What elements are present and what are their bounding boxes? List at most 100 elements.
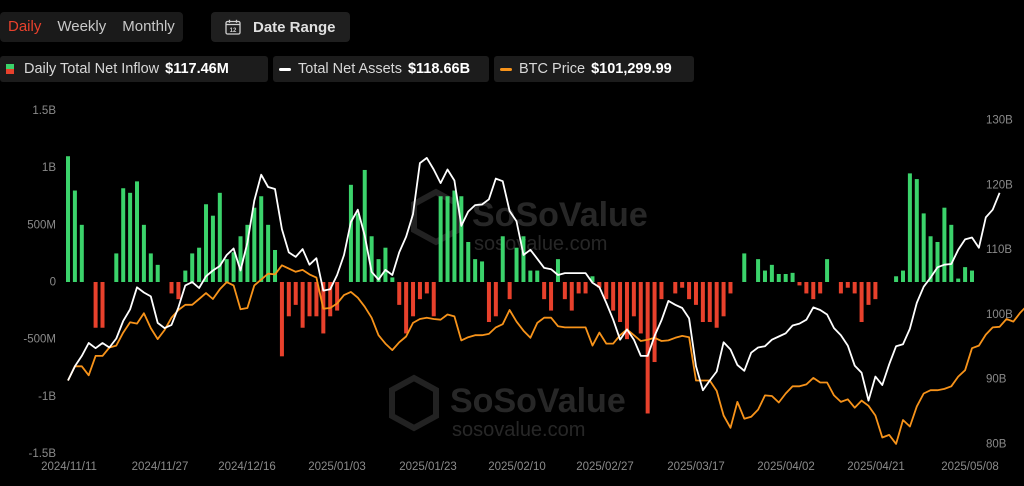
inflow-bar bbox=[424, 282, 429, 294]
inflow-bar bbox=[259, 196, 264, 282]
y-left-tick-label: 0 bbox=[50, 277, 56, 289]
y-right-tick-label: 130B bbox=[986, 115, 1013, 127]
inflow-bar bbox=[900, 270, 905, 282]
date-range-button[interactable]: 12 Date Range bbox=[211, 12, 350, 42]
inflow-bar bbox=[914, 179, 919, 282]
tab-weekly[interactable]: Weekly bbox=[57, 18, 107, 35]
inflow-bar bbox=[438, 196, 443, 282]
inflow-bar bbox=[652, 282, 657, 363]
total-net-assets-line bbox=[67, 156, 1001, 402]
inflow-bar bbox=[949, 224, 954, 282]
inflow-bar bbox=[300, 282, 305, 328]
legend-assets-value: $118.66B bbox=[407, 61, 471, 77]
inflow-bar bbox=[935, 241, 940, 282]
legend-inflow-label: Daily Total Net Inflow bbox=[24, 61, 160, 77]
inflow-bar bbox=[569, 282, 574, 311]
inflow-bar bbox=[245, 224, 250, 282]
y-left-tick-label: 1.5B bbox=[32, 105, 56, 117]
inflow-bar bbox=[797, 282, 802, 286]
inflow-bar bbox=[645, 282, 650, 414]
tab-daily[interactable]: Daily bbox=[8, 18, 42, 35]
inflow-bar bbox=[907, 173, 912, 282]
y-right-tick-label: 110B bbox=[986, 244, 1012, 256]
inflow-bar bbox=[348, 184, 353, 282]
inflow-bar bbox=[756, 259, 761, 282]
inflow-bar bbox=[335, 282, 340, 311]
inflow-bar bbox=[459, 196, 464, 282]
inflow-bar bbox=[431, 282, 436, 317]
legend-btc-label: BTC Price bbox=[519, 61, 586, 77]
watermark-name: SoSoValue bbox=[472, 196, 648, 234]
inflow-bars bbox=[65, 156, 975, 414]
inflow-bar bbox=[231, 252, 236, 282]
inflow-bar bbox=[328, 282, 333, 317]
inflow-bar bbox=[507, 282, 512, 300]
inflow-bar bbox=[728, 282, 733, 294]
y-right-tick-label: 80B bbox=[986, 438, 1007, 450]
inflow-bar bbox=[942, 207, 947, 282]
inflow-bar bbox=[362, 169, 367, 282]
x-tick-label: 2024/12/16 bbox=[218, 461, 276, 473]
btc-line-swatch-icon bbox=[500, 67, 512, 71]
inflow-bar bbox=[673, 282, 678, 294]
watermark-name: SoSoValue bbox=[450, 382, 626, 420]
legend-btc-price[interactable]: BTC Price $101,299.99 bbox=[494, 56, 694, 82]
inflow-bar bbox=[369, 236, 374, 282]
btc-price-line bbox=[67, 264, 1024, 445]
inflow-bar bbox=[355, 213, 360, 282]
inflow-bar bbox=[769, 264, 774, 282]
legend-inflow-value: $117.46M bbox=[165, 61, 229, 77]
inflow-bar bbox=[963, 267, 968, 282]
inflow-bar bbox=[873, 282, 878, 300]
inflow-bar bbox=[307, 282, 312, 317]
inflow-bar bbox=[776, 273, 781, 282]
legend-daily-net-inflow[interactable]: Daily Total Net Inflow $117.46M bbox=[0, 56, 268, 82]
calendar-day-number: 12 bbox=[230, 28, 237, 34]
inflow-bar bbox=[618, 282, 623, 323]
inflow-bar bbox=[383, 247, 388, 282]
inflow-bar bbox=[783, 273, 788, 282]
inflow-bar bbox=[114, 253, 119, 282]
date-range-label: Date Range bbox=[253, 18, 336, 36]
inflow-bar bbox=[707, 282, 712, 323]
inflow-bar bbox=[204, 204, 209, 282]
inflow-bar bbox=[894, 276, 899, 282]
x-tick-label: 2025/02/10 bbox=[488, 461, 546, 473]
inflow-bar bbox=[811, 282, 816, 300]
inflow-bar bbox=[210, 215, 215, 282]
lines-layer bbox=[67, 156, 1024, 445]
y-right-tick-label: 120B bbox=[986, 179, 1013, 191]
inflow-bar bbox=[452, 190, 457, 282]
y-left-tick-label: -1.5B bbox=[29, 448, 57, 460]
inflow-bar bbox=[169, 282, 174, 294]
inflow-bar bbox=[273, 249, 278, 282]
legend-total-net-assets[interactable]: Total Net Assets $118.66B bbox=[273, 56, 489, 82]
inflow-bar bbox=[500, 236, 505, 282]
inflow-bar bbox=[486, 282, 491, 323]
axes-layer: 1.5B 1B 500M 0 -500M -1B -1.5B 130B 120B 110B 100B… bbox=[23, 105, 1013, 473]
inflow-bar bbox=[921, 213, 926, 282]
inflow-bar bbox=[473, 259, 478, 282]
inflow-bar bbox=[390, 277, 395, 282]
tab-monthly[interactable]: Monthly bbox=[122, 18, 175, 35]
inflow-bar bbox=[535, 270, 540, 282]
inflow-bar bbox=[493, 282, 498, 317]
inflow-bar bbox=[93, 282, 98, 328]
inflow-bar bbox=[680, 282, 685, 288]
inflow-bar bbox=[693, 282, 698, 305]
inflow-bar bbox=[852, 282, 857, 294]
inflow-bar bbox=[135, 181, 140, 282]
inflow-bar bbox=[762, 270, 767, 282]
inflow-bar bbox=[742, 253, 747, 282]
inflow-bar bbox=[79, 224, 84, 282]
inflow-bar bbox=[72, 190, 77, 282]
inflow-bar bbox=[859, 282, 864, 323]
inflow-bar bbox=[293, 282, 298, 305]
inflow-bar bbox=[445, 196, 450, 282]
inflow-bar bbox=[176, 282, 181, 300]
inflow-bar bbox=[604, 282, 609, 300]
inflow-bar bbox=[590, 276, 595, 282]
inflow-bar bbox=[121, 188, 126, 282]
